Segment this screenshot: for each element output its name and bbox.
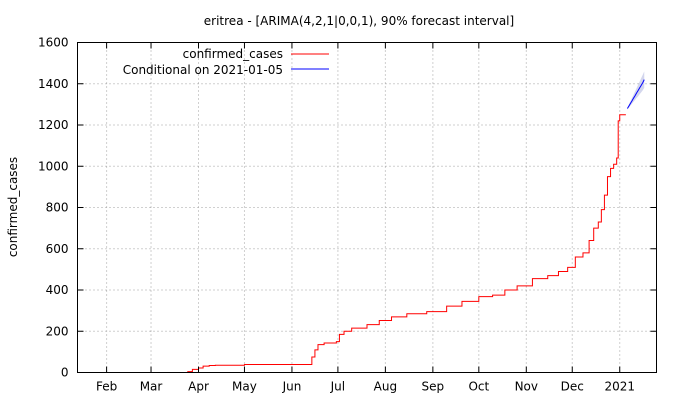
x-tick-label: Jun xyxy=(282,380,302,394)
x-tick-label: Sep xyxy=(422,380,445,394)
legend-label-confirmed-cases: confirmed_cases xyxy=(183,47,283,61)
x-tick-label: Feb xyxy=(96,380,117,394)
x-tick-label: Oct xyxy=(468,380,489,394)
y-tick-label: 200 xyxy=(46,324,69,338)
legend-label-conditional: Conditional on 2021-01-05 xyxy=(123,63,283,77)
forecast-band xyxy=(627,71,645,110)
gridlines xyxy=(77,42,657,373)
axis-ticks: 0 200 400 600 800 1000 1200 1400 1600 Feb Mar Apr Ma… xyxy=(38,36,657,394)
forecast-interval xyxy=(627,71,645,110)
legend: confirmed_cases Conditional on 2021-01-0… xyxy=(123,47,329,77)
y-tick-label: 800 xyxy=(46,201,69,215)
y-axis-label: confirmed_cases xyxy=(6,157,20,257)
x-tick-label: Aug xyxy=(374,380,397,394)
chart-title: eritrea - [ARIMA(4,2,1|0,0,1), 90% forec… xyxy=(204,14,514,28)
y-tick-label: 1000 xyxy=(38,159,69,173)
x-tick-label: Dec xyxy=(561,380,584,394)
series-line-confirmed-cases xyxy=(77,114,626,373)
series-lines xyxy=(77,79,645,373)
x-tick-label: Jul xyxy=(330,380,345,394)
x-tick-label: Mar xyxy=(140,380,163,394)
series-line-conditional xyxy=(626,79,645,109)
y-tick-label: 0 xyxy=(61,366,69,380)
y-tick-label: 400 xyxy=(46,283,69,297)
x-tick-label: Apr xyxy=(188,380,209,394)
x-tick-label: May xyxy=(232,380,257,394)
x-tick-label: Nov xyxy=(515,380,538,394)
x-tick-label: 2021 xyxy=(604,380,635,394)
y-tick-label: 600 xyxy=(46,242,69,256)
y-tick-label: 1200 xyxy=(38,118,69,132)
y-tick-label: 1600 xyxy=(38,36,69,50)
y-tick-label: 1400 xyxy=(38,77,69,91)
